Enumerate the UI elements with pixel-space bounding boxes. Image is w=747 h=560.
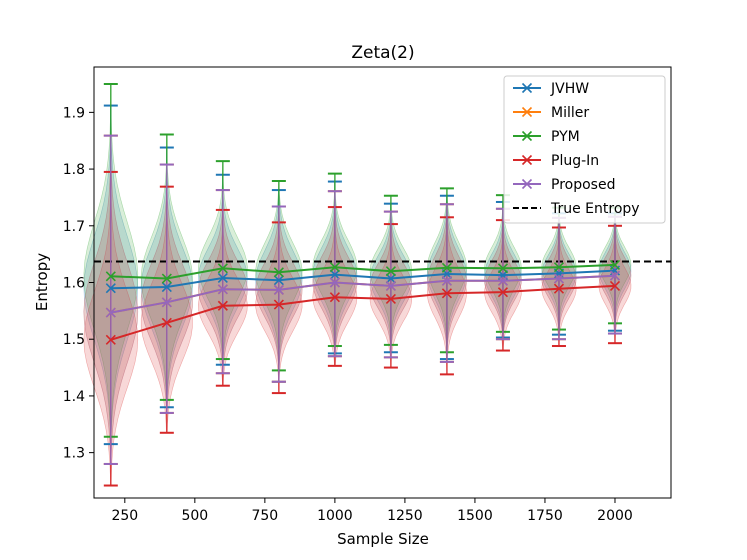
mean-marker-pym-1000 (329, 262, 340, 273)
mean-marker-proposed-2000 (609, 270, 621, 281)
plot-frame (93, 66, 672, 499)
mean-marker-plug-in-2000 (609, 280, 621, 291)
legend-marker-proposed (521, 178, 533, 190)
mean-marker-proposed-1800 (553, 273, 565, 284)
mean-marker-pym-1600 (497, 263, 509, 274)
mean-marker-proposed-400 (161, 297, 172, 308)
y-tick-label-1.4: 1.4 (63, 389, 85, 405)
mean-marker-pym-200 (105, 271, 116, 282)
mean-marker-proposed-1400 (441, 275, 452, 286)
mean-marker-plug-in-200 (105, 334, 116, 345)
legend-marker-miller (521, 106, 533, 118)
mean-line-proposed (110, 274, 616, 314)
legend: JVHW Miller PYM Plug-In Proposed True Entropy (503, 75, 666, 224)
legend-label-pym: PYM (551, 129, 580, 145)
mean-marker-pym-600 (217, 263, 228, 274)
mean-marker-plug-in-600 (217, 300, 228, 311)
x-tick-label-1000: 1000 (317, 508, 353, 524)
x-tick-label-750: 750 (251, 508, 278, 524)
mean-marker-plug-in-1400 (441, 288, 452, 299)
y-tick-label-1.3: 1.3 (63, 446, 85, 462)
mean-marker-pym-1200 (385, 266, 396, 277)
mean-marker-plug-in-800 (273, 299, 284, 310)
chart-title: Zeta(2) (351, 43, 414, 63)
mean-marker-jvhw-600 (217, 272, 228, 284)
legend-label-proposed: Proposed (551, 177, 615, 193)
x-tick-label-250: 250 (111, 508, 138, 524)
y-tick-label-1.6: 1.6 (63, 276, 85, 292)
y-tick-label-1.9: 1.9 (63, 105, 85, 121)
mean-marker-plug-in-400 (161, 317, 172, 328)
mean-marker-pym-2000 (609, 259, 621, 270)
mean-marker-plug-in-1800 (553, 283, 565, 294)
mean-marker-pym-1400 (441, 262, 452, 273)
mean-marker-jvhw-800 (273, 275, 284, 286)
mean-marker-pym-800 (273, 267, 284, 278)
mean-marker-proposed-800 (273, 284, 284, 295)
tick-layer: 250 500 750 1000 1250 1500 1750 2000 1.3 1.4 1.5 1.… (63, 105, 633, 524)
y-axis-label: Entropy (33, 253, 51, 311)
y-tick-label-1.8: 1.8 (63, 162, 85, 178)
mean-marker-proposed-200 (105, 307, 116, 318)
mean-marker-jvhw-1000 (329, 269, 340, 280)
mean-marker-proposed-1600 (497, 275, 509, 286)
y-tick-label-1.5: 1.5 (63, 332, 85, 348)
x-tick-label-1750: 1750 (527, 508, 563, 524)
legend-label-true-entropy: True Entropy (550, 201, 640, 217)
legend-box (503, 75, 666, 224)
mean-line-jvhw (110, 269, 616, 290)
series-layer (103, 83, 622, 487)
legend-marker-jvhw (521, 82, 533, 94)
legend-marker-pym (521, 130, 533, 142)
mean-line-plug-in (110, 284, 616, 341)
mean-marker-jvhw-400 (161, 281, 172, 293)
mean-marker-jvhw-1200 (385, 273, 396, 284)
legend-label-miller: Miller (551, 105, 589, 121)
mean-marker-pym-400 (161, 273, 172, 284)
legend-marker-plug-in (521, 154, 533, 166)
legend-label-jvhw: JVHW (550, 81, 589, 97)
x-tick-label-1250: 1250 (387, 508, 423, 524)
y-tick-label-1.7: 1.7 (63, 219, 85, 235)
mean-marker-proposed-600 (217, 284, 228, 295)
mean-marker-jvhw-200 (105, 283, 116, 294)
x-axis-label: Sample Size (337, 530, 429, 548)
mean-marker-plug-in-1200 (385, 293, 396, 305)
x-tick-label-500: 500 (181, 508, 208, 524)
mean-marker-plug-in-1600 (497, 287, 509, 298)
mean-marker-pym-1800 (553, 262, 565, 273)
legend-label-plug-in: Plug-In (551, 153, 599, 169)
mean-marker-proposed-1000 (329, 277, 340, 288)
mean-marker-plug-in-1000 (329, 292, 340, 303)
mean-line-pym (110, 263, 616, 280)
x-tick-label-2000: 2000 (597, 508, 633, 524)
x-tick-label-1500: 1500 (457, 508, 493, 524)
mean-marker-proposed-1200 (385, 280, 396, 291)
